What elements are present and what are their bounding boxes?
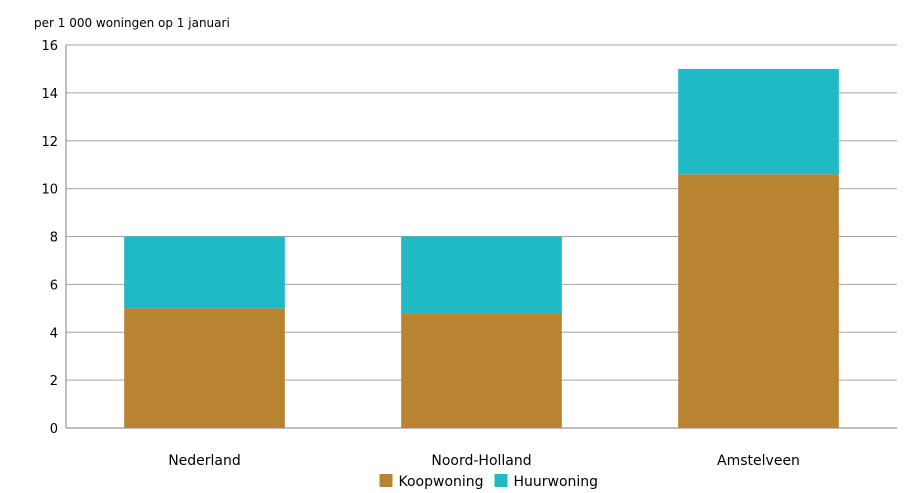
y-tick-label: 10 (41, 183, 58, 198)
legend: Koopwoning Huurwoning (379, 474, 599, 490)
y-tick-label: 6 (50, 278, 58, 293)
y-tick-labels: 0 2 4 6 8 10 12 14 16 (41, 39, 58, 437)
bar-huurwoning-nederland (124, 236, 285, 309)
y-tick-label: 4 (50, 326, 58, 341)
y-tick-label: 2 (50, 374, 58, 389)
bar-koopwoning-amstelveen (678, 174, 839, 428)
y-tick-label: 0 (50, 422, 58, 437)
category-label: Amstelveen (717, 453, 800, 469)
y-axis-label: per 1 000 woningen op 1 januari (34, 16, 230, 30)
legend-label-koopwoning: Koopwoning (399, 474, 484, 490)
y-tick-label: 14 (41, 87, 58, 102)
legend-swatch-koopwoning (379, 474, 393, 487)
bar-huurwoning-noord-holland (401, 236, 562, 314)
category-labels: Nederland Noord-Holland Amstelveen (168, 453, 800, 469)
bar-huurwoning-amstelveen (678, 68, 839, 175)
y-tick-label: 8 (50, 231, 58, 246)
y-tick-label: 16 (41, 39, 58, 54)
bar-koopwoning-nederland (124, 308, 285, 428)
category-label: Noord-Holland (431, 453, 531, 469)
bars (124, 68, 839, 428)
category-label: Nederland (168, 453, 241, 469)
legend-label-huurwoning: Huurwoning (514, 474, 599, 490)
y-tick-label: 12 (41, 135, 58, 150)
legend-swatch-huurwoning (494, 474, 508, 487)
bar-koopwoning-noord-holland (401, 313, 562, 428)
